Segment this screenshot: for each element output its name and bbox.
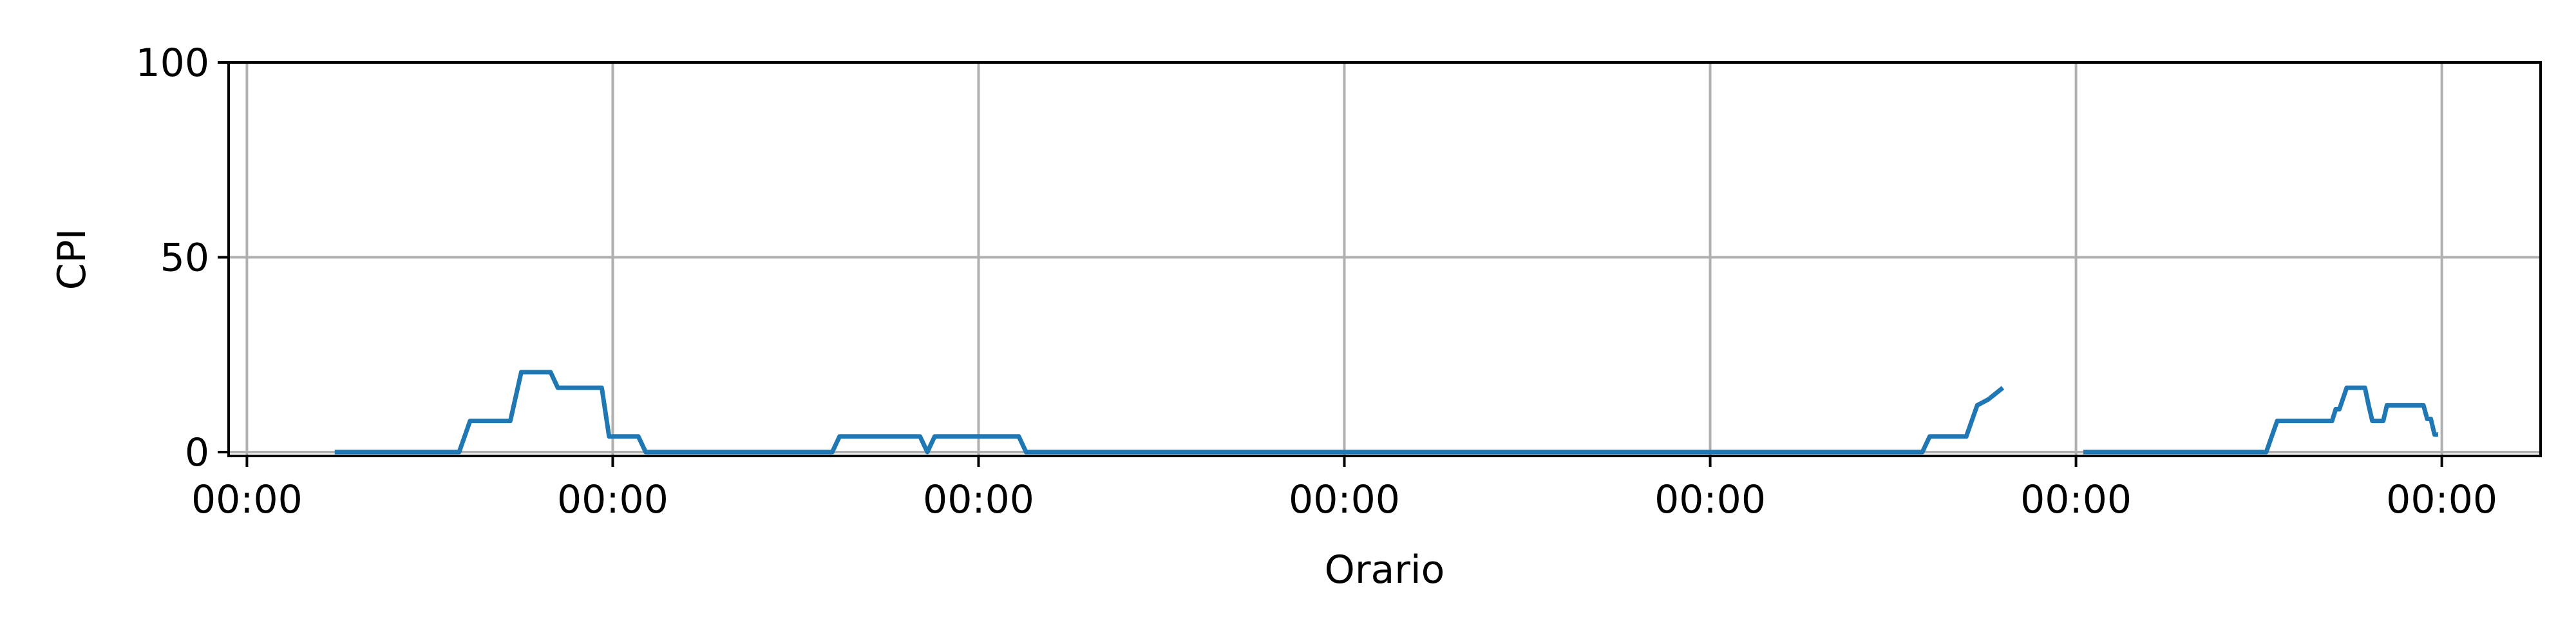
x-axis-label: Orario	[1325, 547, 1445, 592]
series-line	[2083, 385, 2438, 455]
series-layer	[334, 370, 2438, 455]
series-line	[334, 370, 2005, 455]
x-tick-label: 00:00	[1654, 477, 1766, 522]
x-tick-label: 00:00	[191, 477, 303, 522]
plot-frame	[227, 61, 2542, 457]
x-axis: 00:00 00:00 00:00 00:00 00:00 00:00 00:00	[191, 456, 2497, 522]
x-tick-label: 00:00	[2020, 477, 2132, 522]
x-tick-label: 00:00	[923, 477, 1034, 522]
y-tick-label: 0	[185, 430, 209, 475]
y-tick-label: 50	[160, 235, 209, 280]
x-tick-label: 00:00	[2386, 477, 2497, 522]
y-tick-label: 100	[135, 41, 209, 86]
y-axis: 0 50 100	[135, 41, 229, 475]
y-axis-label: CPI	[50, 229, 95, 290]
x-tick-label: 00:00	[557, 477, 668, 522]
x-tick-label: 00:00	[1289, 477, 1400, 522]
